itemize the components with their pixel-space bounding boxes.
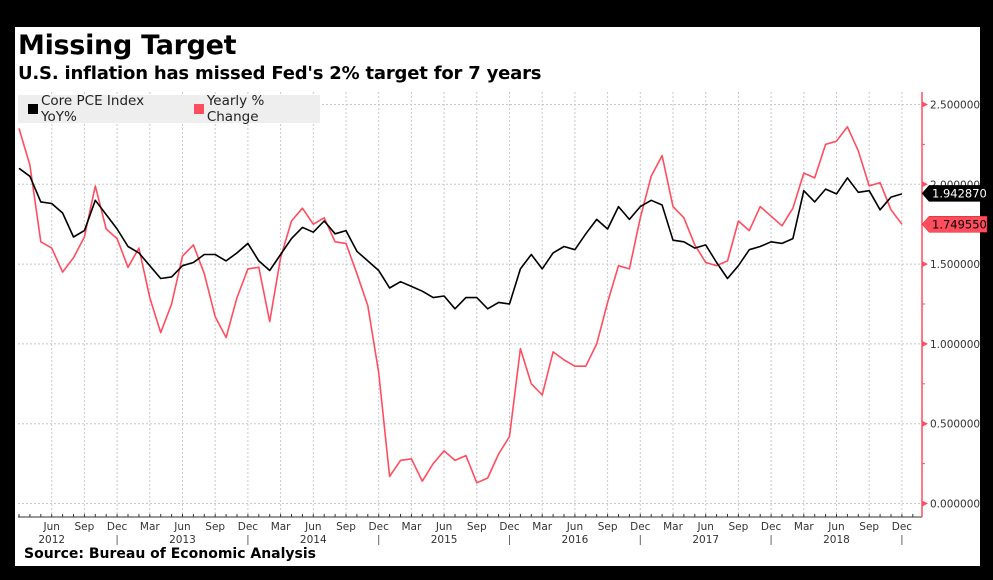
x-month-label: Sep (729, 521, 749, 533)
x-month-label: Sep (859, 521, 879, 533)
x-year-label: 2016 (562, 534, 589, 546)
y-tick-label: 0.000000 (930, 499, 980, 511)
legend-label: Yearly % Change (206, 93, 265, 125)
series-line-yearly-change (18, 126, 903, 484)
x-month-label: Mar (271, 521, 291, 533)
legend: Core PCE Index YoY% Yearly % Change (18, 93, 320, 125)
x-year-label: 2013 (169, 534, 196, 546)
x-month-label: Sep (205, 521, 225, 533)
y-tick-marker (922, 500, 928, 507)
x-month-label: Jun (435, 521, 452, 533)
y-axis: 2.5000002.0000001.5000001.0000000.500000… (921, 92, 980, 517)
y-tick-label: 1.000000 (930, 339, 980, 351)
last-value-badges: 1.942870 1.749550 (921, 185, 988, 233)
y-tick-marker (922, 101, 928, 108)
legend-swatch-black (28, 104, 38, 114)
legend-swatch-red (193, 104, 204, 114)
x-month-label: Dec (369, 521, 390, 533)
x-month-label: Jun (696, 521, 713, 533)
x-month-label: Sep (336, 521, 356, 533)
legend-label: Core PCE Index YoY% (40, 93, 145, 125)
x-month-label: Jun (173, 521, 190, 533)
x-month-label: Sep (598, 521, 618, 533)
last-value-label: 1.749550 (932, 217, 987, 231)
x-month-label: Jun (304, 521, 321, 533)
gridlines (18, 92, 922, 517)
x-month-label: Dec (238, 521, 259, 533)
legend-item-core-pce[interactable]: Core PCE Index YoY% (28, 93, 184, 125)
x-month-label: Mar (532, 521, 552, 533)
x-month-label: Mar (794, 521, 814, 533)
y-tick-marker (922, 181, 928, 188)
last-value-label: 1.942870 (932, 186, 987, 200)
x-year-label: 2012 (38, 534, 65, 546)
series-line-core-pce (18, 167, 903, 310)
last-value-badge (921, 185, 988, 202)
x-month-label: Jun (42, 521, 59, 533)
y-tick-marker (922, 261, 928, 268)
x-month-label: Dec (499, 521, 520, 533)
y-tick-label: 2.500000 (930, 100, 980, 112)
x-month-label: Dec (761, 521, 782, 533)
source-note: Source: Bureau of Economic Analysis (24, 546, 317, 562)
legend-item-yearly-change[interactable]: Yearly % Change (193, 93, 320, 125)
y-tick-marker (922, 420, 928, 427)
chart-subtitle: U.S. inflation has missed Fed's 2% targe… (18, 63, 542, 84)
last-value-badge (921, 216, 988, 233)
x-month-label: Mar (663, 521, 683, 533)
x-month-label: Sep (75, 521, 95, 533)
y-tick-label: 0.500000 (930, 419, 980, 431)
x-year-label: 2018 (823, 534, 850, 546)
x-month-label: Sep (467, 521, 487, 533)
series-lines (18, 126, 903, 484)
y-tick-marker (922, 340, 928, 347)
x-month-label: Jun (566, 521, 583, 533)
x-month-label: Dec (630, 521, 651, 533)
x-month-label: Mar (140, 521, 160, 533)
x-month-label: Mar (401, 521, 421, 533)
x-year-label: 2014 (300, 534, 327, 546)
y-tick-label: 1.500000 (930, 259, 980, 271)
x-axis: Jun Sep Dec Mar Jun Sep Dec Mar Jun Sep Dec Mar Jun S… (18, 514, 922, 546)
x-month-label: Dec (892, 521, 913, 533)
x-month-label: Dec (107, 521, 128, 533)
chart-title: Missing Target (18, 30, 237, 61)
x-month-label: Jun (827, 521, 844, 533)
x-year-label: 2015 (431, 534, 458, 546)
x-year-label: 2017 (692, 534, 719, 546)
